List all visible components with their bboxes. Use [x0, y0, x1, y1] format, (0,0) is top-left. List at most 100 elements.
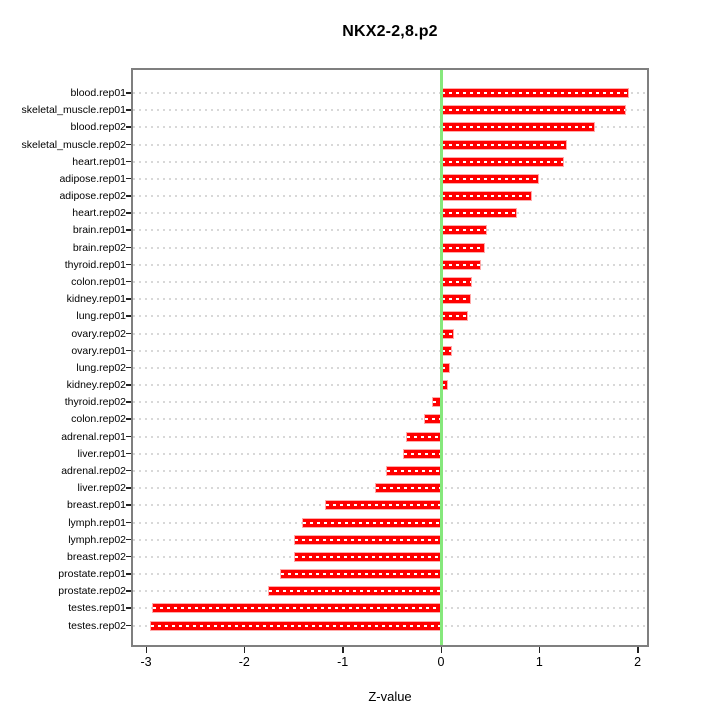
y-tick-mark [126, 126, 133, 128]
y-tick-label-liver.rep01: liver.rep01 [77, 447, 126, 460]
gridline [133, 263, 647, 266]
gridline [133, 229, 647, 232]
zero-reference-line [440, 70, 443, 645]
y-tick-label-thyroid.rep02: thyroid.rep02 [64, 396, 126, 409]
y-tick-mark [126, 607, 133, 609]
y-tick-mark [126, 212, 133, 214]
bar-lymph.rep02 [293, 534, 441, 545]
bar-adipose.rep02 [441, 191, 533, 202]
y-tick-label-ovary.rep01: ovary.rep01 [71, 344, 126, 357]
y-tick-mark [126, 92, 133, 94]
y-tick-label-brain.rep01: brain.rep01 [72, 224, 126, 237]
y-tick-mark [126, 177, 133, 180]
y-tick-label-lung.rep01: lung.rep01 [76, 310, 126, 323]
gridline [133, 212, 647, 215]
y-tick-mark [126, 229, 133, 231]
gridline [133, 401, 647, 404]
gridline [133, 109, 647, 112]
y-tick-label-adipose.rep01: adipose.rep01 [59, 172, 126, 185]
x-tick-mark [243, 647, 246, 653]
bar-prostate.rep01 [279, 569, 441, 580]
y-tick-label-colon.rep02: colon.rep02 [71, 413, 126, 426]
x-tick-label--3: -3 [140, 655, 152, 669]
bar-skeletal_muscle.rep02 [441, 139, 567, 150]
y-tick-label-colon.rep01: colon.rep01 [71, 275, 126, 288]
bar-adrenal.rep02 [385, 465, 441, 476]
y-tick-mark [126, 452, 133, 455]
x-tick-mark [342, 647, 344, 653]
y-tick-label-skeletal_muscle.rep01: skeletal_muscle.rep01 [21, 104, 126, 117]
y-tick-label-adrenal.rep01: adrenal.rep01 [61, 430, 126, 443]
bar-skeletal_muscle.rep01 [441, 105, 626, 116]
y-tick-label-skeletal_muscle.rep02: skeletal_muscle.rep02 [21, 138, 126, 151]
bar-brain.rep01 [441, 225, 488, 236]
y-tick-label-ovary.rep02: ovary.rep02 [71, 327, 126, 340]
y-tick-mark [126, 504, 133, 506]
x-tick-mark [538, 647, 541, 653]
y-tick-mark [126, 298, 133, 300]
y-tick-label-brain.rep02: brain.rep02 [72, 241, 126, 254]
y-tick-mark [126, 573, 133, 575]
y-tick-label-kidney.rep02: kidney.rep02 [66, 379, 126, 392]
gridline [133, 298, 647, 301]
gridline [133, 195, 647, 198]
y-tick-label-liver.rep02: liver.rep02 [77, 482, 126, 495]
y-tick-mark [126, 401, 133, 403]
bar-colon.rep02 [424, 414, 441, 425]
bar-breast.rep02 [294, 551, 441, 562]
x-tick-label--1: -1 [337, 655, 349, 669]
gridline [133, 418, 647, 421]
bar-testes.rep01 [151, 603, 441, 614]
y-tick-mark [126, 590, 133, 592]
y-tick-mark [126, 384, 133, 386]
bar-liver.rep02 [375, 483, 441, 494]
gridline [133, 280, 647, 283]
y-tick-label-adipose.rep02: adipose.rep02 [59, 190, 126, 203]
y-tick-label-prostate.rep01: prostate.rep01 [58, 568, 126, 581]
y-tick-mark [126, 487, 133, 489]
gridline [133, 126, 647, 129]
gridline [133, 177, 647, 180]
y-tick-mark [126, 366, 133, 369]
y-tick-mark [126, 332, 133, 335]
y-tick-mark [126, 315, 133, 317]
bar-lymph.rep01 [302, 517, 441, 528]
y-tick-label-blood.rep02: blood.rep02 [70, 121, 126, 134]
gridline [133, 92, 647, 94]
y-tick-label-heart.rep01: heart.rep01 [72, 155, 126, 168]
x-tick-label-2: 2 [634, 655, 642, 669]
y-tick-label-adrenal.rep02: adrenal.rep02 [61, 464, 126, 477]
y-tick-mark [126, 280, 133, 283]
x-tick-mark [440, 647, 442, 653]
y-tick-label-prostate.rep02: prostate.rep02 [58, 585, 126, 598]
y-tick-mark [126, 349, 133, 352]
bar-adipose.rep01 [441, 173, 540, 184]
bar-heart.rep01 [441, 156, 564, 167]
gridline [133, 435, 647, 438]
y-tick-mark [126, 195, 133, 197]
y-tick-mark [126, 263, 133, 266]
gridline [133, 332, 647, 335]
y-tick-mark [126, 538, 133, 541]
y-tick-label-testes.rep01: testes.rep01 [68, 602, 126, 615]
y-tick-mark [126, 624, 133, 627]
y-tick-mark [126, 109, 133, 111]
y-tick-label-lymph.rep01: lymph.rep01 [68, 516, 126, 529]
y-tick-label-kidney.rep01: kidney.rep01 [66, 293, 126, 306]
y-tick-mark [126, 418, 133, 420]
bar-kidney.rep01 [441, 294, 472, 305]
bar-testes.rep02 [149, 620, 441, 631]
gridline [133, 160, 647, 163]
y-tick-label-testes.rep02: testes.rep02 [68, 619, 126, 632]
y-tick-mark [126, 435, 133, 438]
y-tick-label-lymph.rep02: lymph.rep02 [68, 533, 126, 546]
bar-blood.rep02 [441, 122, 596, 133]
bar-breast.rep01 [324, 500, 441, 511]
gridline [133, 384, 647, 387]
y-tick-label-blood.rep01: blood.rep01 [70, 87, 126, 99]
bar-heart.rep02 [441, 208, 517, 219]
y-tick-label-lung.rep02: lung.rep02 [76, 361, 126, 374]
x-tick-label-1: 1 [535, 655, 543, 669]
x-tick-label--2: -2 [238, 655, 250, 669]
